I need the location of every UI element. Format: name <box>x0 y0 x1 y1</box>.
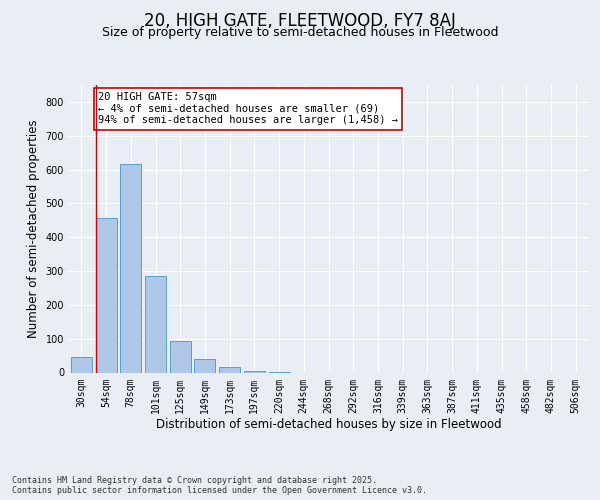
Bar <box>120 164 141 372</box>
Text: Size of property relative to semi-detached houses in Fleetwood: Size of property relative to semi-detach… <box>102 26 498 39</box>
Bar <box>95 218 116 372</box>
Bar <box>194 359 215 372</box>
Text: Contains HM Land Registry data © Crown copyright and database right 2025.
Contai: Contains HM Land Registry data © Crown c… <box>12 476 427 495</box>
Text: 20, HIGH GATE, FLEETWOOD, FY7 8AJ: 20, HIGH GATE, FLEETWOOD, FY7 8AJ <box>144 12 456 30</box>
Y-axis label: Number of semi-detached properties: Number of semi-detached properties <box>27 120 40 338</box>
Bar <box>244 371 265 372</box>
Bar <box>145 276 166 372</box>
Bar <box>71 356 92 372</box>
Bar <box>219 368 240 372</box>
Text: 20 HIGH GATE: 57sqm
← 4% of semi-detached houses are smaller (69)
94% of semi-de: 20 HIGH GATE: 57sqm ← 4% of semi-detache… <box>98 92 398 126</box>
Bar <box>170 341 191 372</box>
X-axis label: Distribution of semi-detached houses by size in Fleetwood: Distribution of semi-detached houses by … <box>155 418 502 431</box>
